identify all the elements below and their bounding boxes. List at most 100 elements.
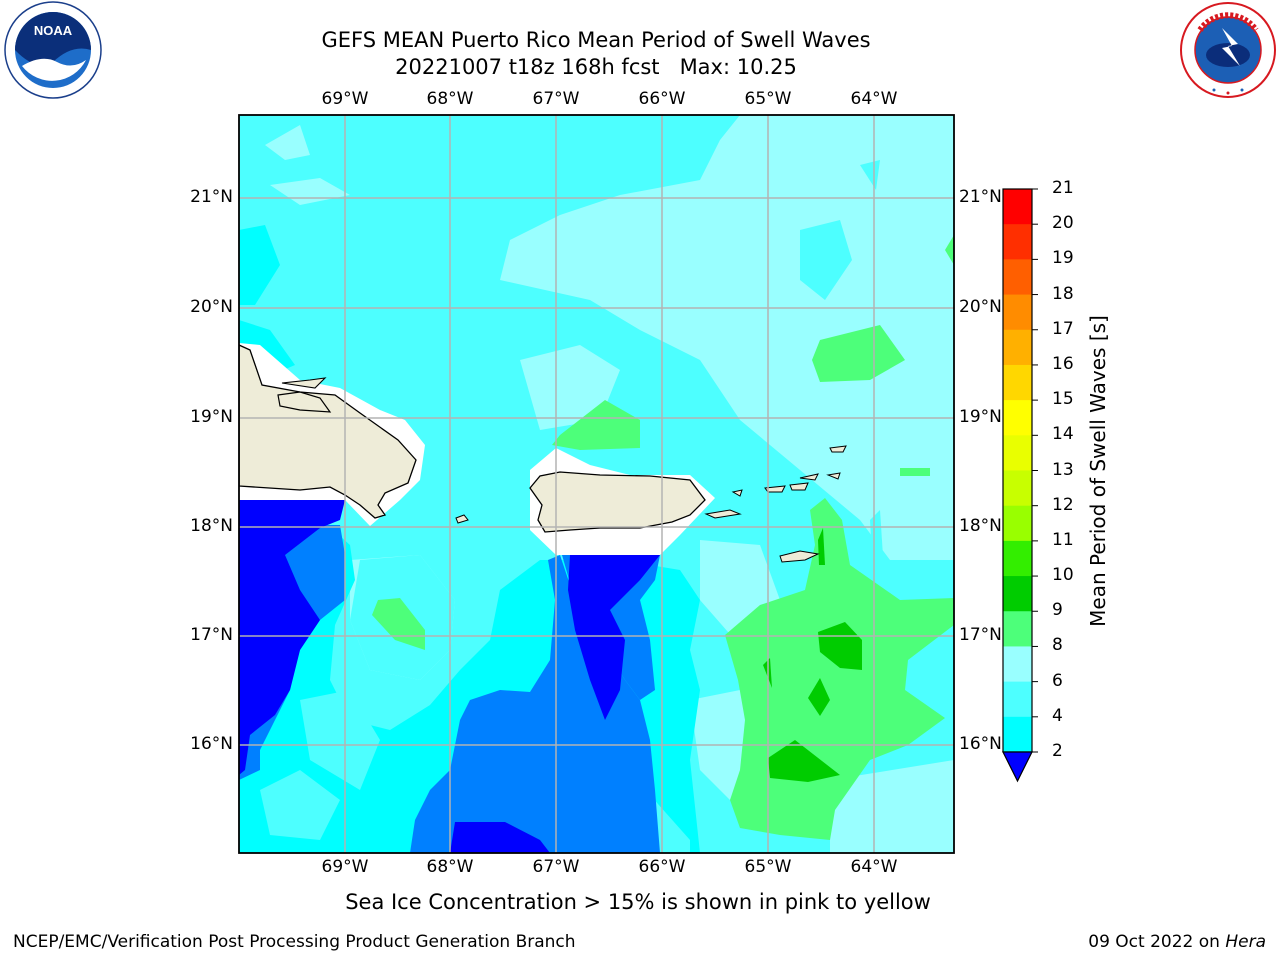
credit-line: NCEP/EMC/Verification Post Processing Pr… [13, 932, 576, 952]
lon-label-bottom-64w: 64°W [850, 857, 898, 877]
field-6-8-patch [860, 160, 880, 190]
field-6-8-patch [300, 690, 380, 790]
field-9-10-central [552, 400, 640, 450]
lat-label-left-19n: 19°N [190, 407, 233, 427]
noaa-logo-text: NOAA [34, 23, 73, 38]
lon-label-top-64w: 64°W [850, 89, 898, 109]
lat-label-left-16n: 16°N [190, 734, 233, 754]
virgin-gorda-island [826, 472, 841, 480]
noaa-logo: NOAA [4, 1, 102, 99]
colorbar-tick-label: 16 [1052, 353, 1074, 374]
nws-logo [1180, 2, 1276, 98]
field-10-11-patch [808, 678, 830, 716]
colorbar-tick-label: 13 [1052, 459, 1074, 480]
field-0-2-south-pr [568, 555, 660, 720]
lon-label-top-68w: 68°W [426, 89, 474, 109]
lon-label-bottom-68w: 68°W [426, 857, 474, 877]
map-title-line2: 20221007 t18z 168h fcst Max: 10.25 [395, 55, 797, 79]
colorbar-tick-label: 18 [1052, 283, 1074, 304]
st-croix-island [779, 550, 820, 563]
lon-label-top-66w: 66°W [638, 89, 686, 109]
colorbar-segment [1003, 716, 1032, 753]
colorbar-segment [1003, 540, 1032, 577]
field-9-10-patch [945, 235, 954, 265]
hispaniola-land [277, 391, 332, 413]
colorbar-segment [1003, 259, 1032, 296]
colorbar-segment [1003, 470, 1032, 507]
lat-label-left-21n: 21°N [190, 187, 233, 207]
colorbar-segment [1003, 364, 1032, 401]
colorbar-tick-label: 6 [1052, 670, 1063, 691]
map-frame [238, 114, 955, 854]
field-10-11-patch [818, 528, 825, 565]
colorbar [1003, 189, 1032, 753]
tortuga-land [281, 377, 327, 389]
colorbar-tick-label: 12 [1052, 494, 1074, 515]
lon-label-top-67w: 67°W [532, 89, 580, 109]
colorbar-segment [1003, 681, 1032, 718]
lat-label-left-18n: 18°N [190, 516, 233, 536]
colorbar-tick-label: 2 [1052, 741, 1063, 761]
lat-label-left-20n: 20°N [190, 297, 233, 317]
map-field [239, 115, 954, 853]
lon-label-top-69w: 69°W [321, 89, 369, 109]
lat-label-right-21n: 21°N [959, 187, 1002, 207]
field-0-2-patch [450, 822, 550, 853]
lon-label-bottom-69w: 69°W [321, 857, 369, 877]
field-9-10-patch [900, 468, 930, 476]
anegada-island [829, 445, 847, 453]
st-john-island [789, 482, 809, 491]
colorbar-tick-label: 20 [1052, 213, 1074, 234]
lon-label-bottom-67w: 67°W [532, 857, 580, 877]
lat-label-left-17n: 17°N [190, 625, 233, 645]
colorbar-tick-label: 11 [1052, 529, 1074, 550]
colorbar-segment [1003, 400, 1032, 436]
field-10-11-patch [818, 622, 862, 670]
colorbar-tick-label: 10 [1052, 565, 1074, 586]
field-9-10-north [812, 325, 905, 382]
colorbar-segment [1003, 576, 1032, 612]
lat-label-right-16n: 16°N [959, 734, 1002, 754]
colorbar-segment [1003, 611, 1032, 647]
map-title-line1: GEFS MEAN Puerto Rico Mean Period of Swe… [321, 28, 871, 52]
date-text: 09 Oct 2022 on [1088, 932, 1226, 952]
colorbar-tick-label: 14 [1052, 424, 1074, 445]
colorbar-segment [1003, 329, 1032, 366]
colorbar-tick-label: 4 [1052, 705, 1063, 726]
lat-label-right-18n: 18°N [959, 516, 1002, 536]
lat-label-right-19n: 19°N [959, 407, 1002, 427]
colorbar-tick-label: 17 [1052, 318, 1074, 339]
colorbar-segment [1003, 646, 1032, 683]
field-4-6-patch [239, 225, 280, 305]
colorbar-segment [1003, 505, 1032, 542]
st-thomas-island [764, 485, 786, 493]
sea-ice-note: Sea Ice Concentration > 15% is shown in … [345, 890, 931, 914]
colorbar-segment [1003, 224, 1032, 260]
field-0-2-west [239, 500, 345, 775]
colorbar-segment [1003, 189, 1032, 225]
field-6-8-patch [260, 770, 340, 840]
colorbar-tick-label: 21 [1052, 178, 1074, 198]
field-10-11-patch [768, 740, 840, 782]
culebra-island [731, 489, 743, 497]
colorbar-tick-marks [1032, 188, 1038, 753]
mona-island [455, 514, 469, 524]
lon-label-bottom-65w: 65°W [744, 857, 792, 877]
tortola-island [799, 473, 819, 481]
colorbar-segment [1003, 294, 1032, 331]
vieques-island [704, 509, 742, 519]
date-line: 09 Oct 2022 on Hera [1088, 932, 1266, 952]
field-6-8-patch [800, 220, 852, 300]
colorbar-tick-label: 19 [1052, 248, 1074, 269]
colorbar-tick-label: 15 [1052, 389, 1074, 410]
field-2-4-south [410, 555, 660, 853]
colorbar-title: Mean Period of Swell Waves [s] [1086, 315, 1110, 627]
colorbar-tick-label: 9 [1052, 600, 1063, 621]
field-8-9-patch [265, 125, 310, 160]
machine-name: Hera [1225, 932, 1266, 952]
field-9-10-patch [372, 598, 425, 650]
colorbar-segment [1003, 435, 1032, 471]
lon-label-top-65w: 65°W [744, 89, 792, 109]
lon-label-bottom-66w: 66°W [638, 857, 686, 877]
